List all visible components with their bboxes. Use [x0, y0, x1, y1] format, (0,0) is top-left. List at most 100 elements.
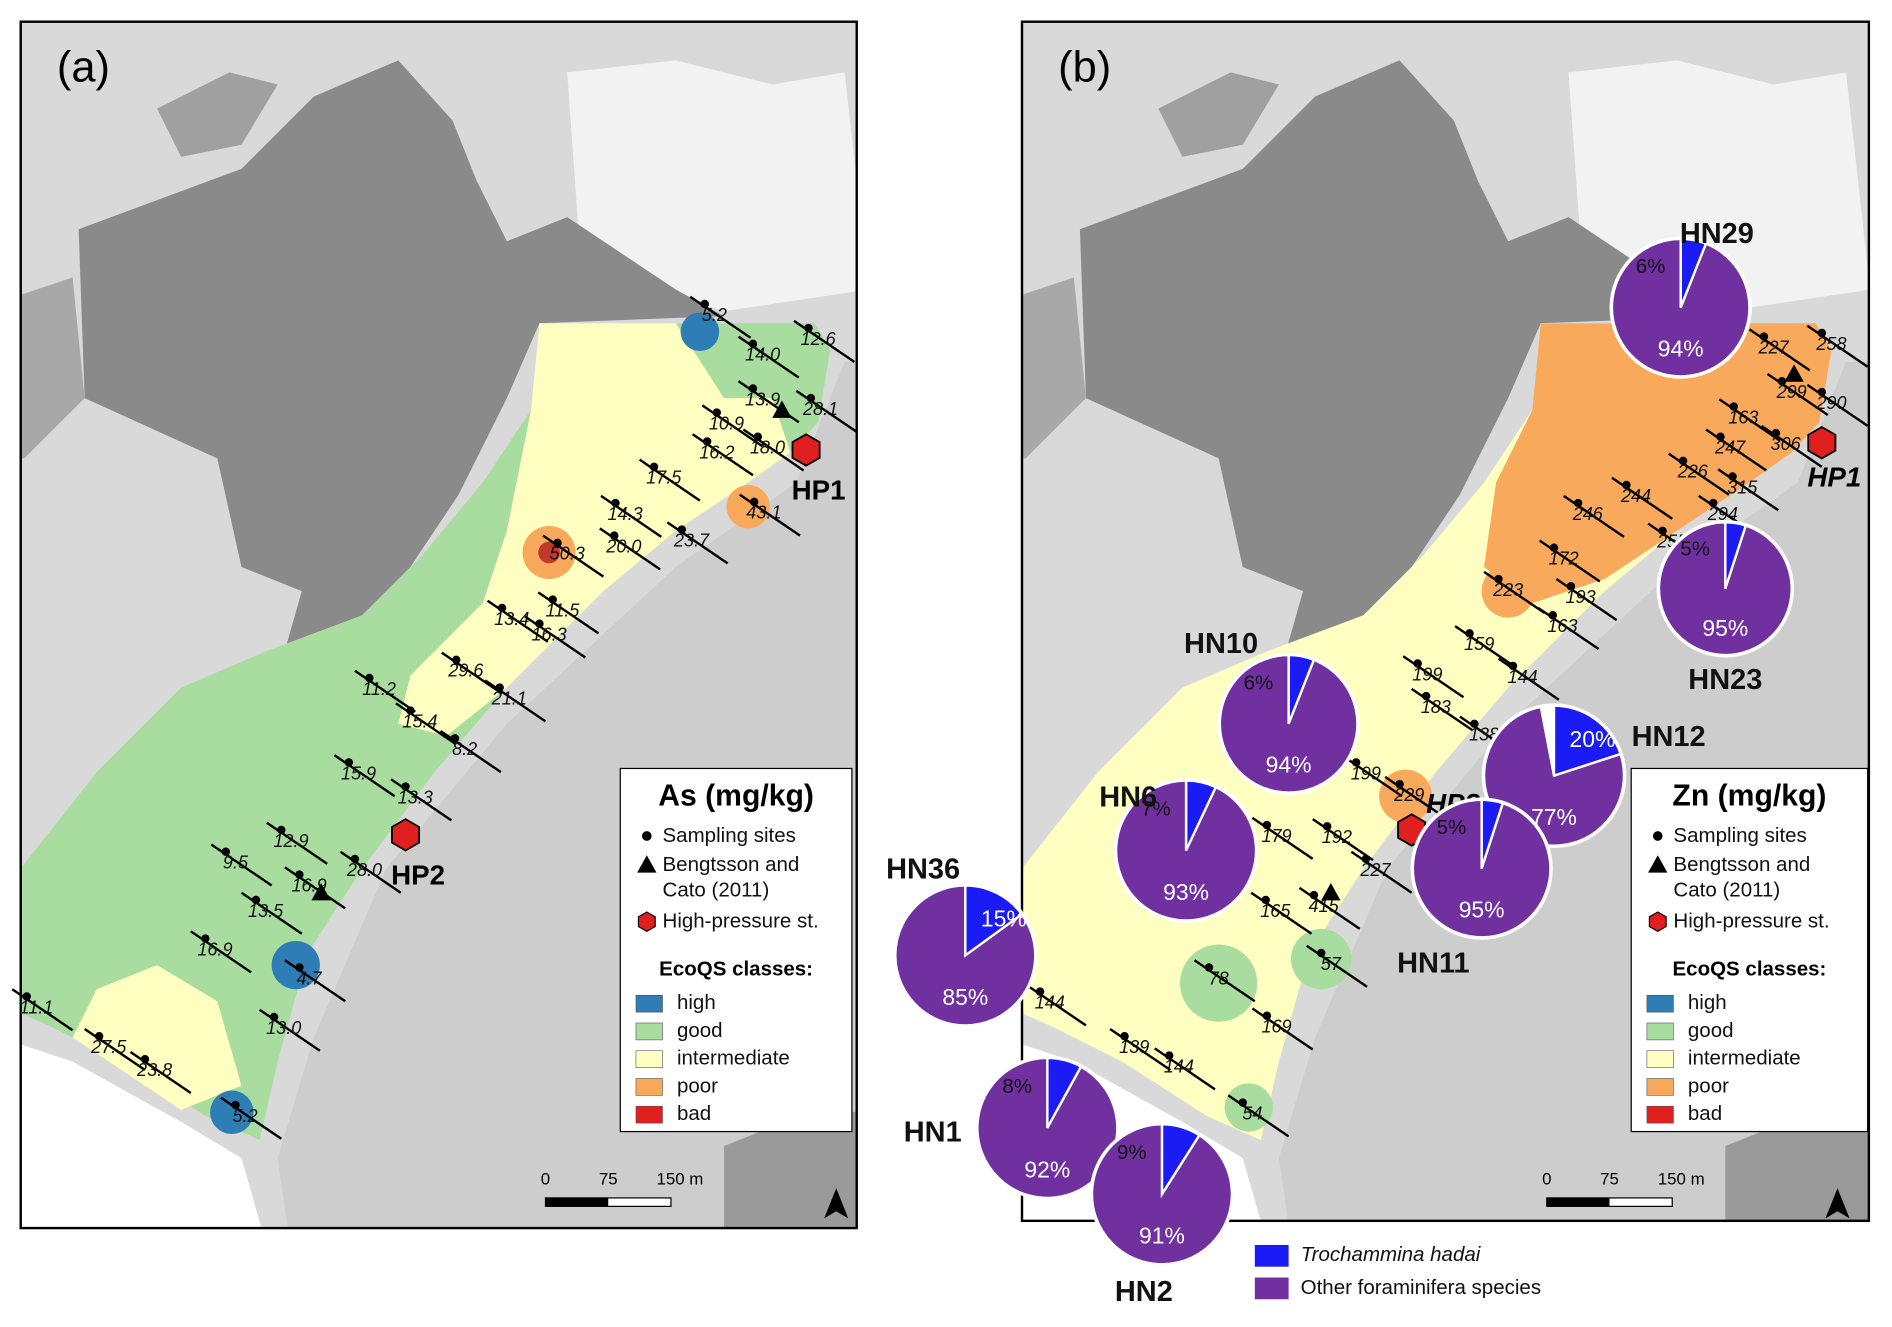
transect	[439, 730, 502, 774]
site-dot	[1322, 822, 1332, 831]
transect	[1717, 468, 1780, 512]
site-value: 12.9	[273, 831, 308, 851]
site-value: 246	[1572, 504, 1604, 524]
legend-swatch	[1646, 1105, 1674, 1124]
transect	[701, 404, 764, 448]
site-dot	[495, 683, 504, 692]
transect	[1538, 539, 1601, 583]
site-dot	[231, 1100, 240, 1110]
pie-slice	[894, 884, 1037, 1027]
transect	[1024, 983, 1087, 1027]
high-pressure-station	[1807, 426, 1837, 460]
site-value: 28.1	[802, 399, 838, 419]
site-value: 8.2	[452, 739, 477, 759]
transect	[1250, 891, 1313, 935]
legend-class: poor	[1688, 1074, 1729, 1097]
site-dot	[804, 323, 813, 333]
zone-intermediate	[398, 323, 791, 736]
pie-label: 6%	[1244, 671, 1274, 694]
pie-label: 77%	[1531, 804, 1577, 830]
site-dot	[1548, 611, 1558, 620]
site-dot	[1777, 376, 1787, 386]
site-value: 290	[1815, 393, 1846, 413]
transect	[220, 1096, 282, 1140]
pie-label: 9%	[1117, 1141, 1147, 1164]
site-value: 144	[1035, 992, 1065, 1012]
map-panel-b	[1022, 21, 1869, 1221]
transect	[1718, 398, 1781, 442]
legend-swatch	[1254, 1277, 1289, 1300]
legend-triangle	[637, 855, 657, 873]
site-value: 192	[1322, 827, 1352, 847]
site-dot	[610, 531, 619, 540]
site-dot	[700, 299, 709, 309]
transect	[1109, 1028, 1172, 1072]
transect	[484, 679, 547, 723]
pie-label: 15%	[981, 906, 1027, 932]
site-dot	[1729, 402, 1738, 411]
transect	[1748, 328, 1811, 372]
transect	[795, 389, 858, 433]
transect	[691, 433, 754, 477]
station-label: HP2	[391, 859, 445, 890]
pie-slice	[976, 1056, 1119, 1200]
site-dot	[344, 758, 354, 767]
site-value: 172	[1549, 549, 1579, 569]
transect	[1667, 452, 1730, 496]
site-value: 299	[1776, 382, 1807, 402]
legend-hexagon	[637, 911, 656, 933]
site-dot	[1316, 948, 1326, 958]
site-dot	[251, 895, 261, 905]
legend-item-text: Bengtsson and Cato (2011)	[1673, 852, 1811, 902]
zone-poor	[1484, 323, 1832, 604]
reference-site	[1321, 883, 1341, 901]
scale-bar	[1546, 1197, 1610, 1207]
legend-class: high	[677, 991, 716, 1014]
legend-subtitle: EcoQS classes:	[1673, 957, 1827, 980]
site-dot	[1361, 854, 1371, 864]
site-value: 13.3	[398, 787, 433, 807]
pie-slice	[1657, 521, 1793, 657]
site-value: 229	[1393, 785, 1424, 805]
legend-class: good	[677, 1019, 723, 1042]
site-value: 169	[1261, 1017, 1291, 1037]
site-dot	[1470, 719, 1479, 729]
pie-slice	[1411, 798, 1552, 939]
site-value: 247	[1714, 438, 1746, 458]
transect	[1251, 816, 1314, 860]
pie-slice	[1218, 653, 1359, 794]
pie-name: HN23	[1688, 664, 1762, 696]
site-value: 11.5	[545, 600, 580, 620]
site-dot	[611, 498, 620, 508]
legend-swatch	[635, 994, 663, 1013]
site-value: 20.0	[605, 536, 641, 556]
transect	[284, 959, 346, 1003]
site-value: 14.3	[608, 504, 643, 524]
pie-name: HN29	[1680, 218, 1754, 250]
legend-class: intermediate	[1688, 1047, 1801, 1070]
transect	[129, 1050, 192, 1094]
transect	[600, 494, 662, 538]
transect	[1193, 959, 1256, 1003]
site-value: 226	[1677, 462, 1709, 482]
site-dot	[748, 384, 758, 393]
site-value: 21.1	[491, 688, 527, 708]
panel-label: (a)	[57, 43, 110, 91]
scale-label: 0	[1542, 1169, 1551, 1188]
legend-title: Zn (mg/kg)	[1672, 779, 1826, 812]
site-value: 16.3	[532, 625, 567, 645]
legend-swatch	[635, 1050, 663, 1068]
transect	[266, 821, 328, 865]
site-dot	[277, 825, 286, 835]
legend-item: Sampling sites	[1673, 824, 1806, 847]
site-dot	[140, 1054, 150, 1064]
map-panel-a	[20, 21, 857, 1229]
legend-swatch	[1646, 1078, 1674, 1096]
scale-label: 75	[1600, 1169, 1619, 1188]
site-value: 227	[1359, 860, 1391, 880]
scale-label: 0	[541, 1169, 550, 1188]
pie-label: 93%	[1163, 879, 1209, 905]
pie-label: 8%	[1002, 1075, 1032, 1098]
